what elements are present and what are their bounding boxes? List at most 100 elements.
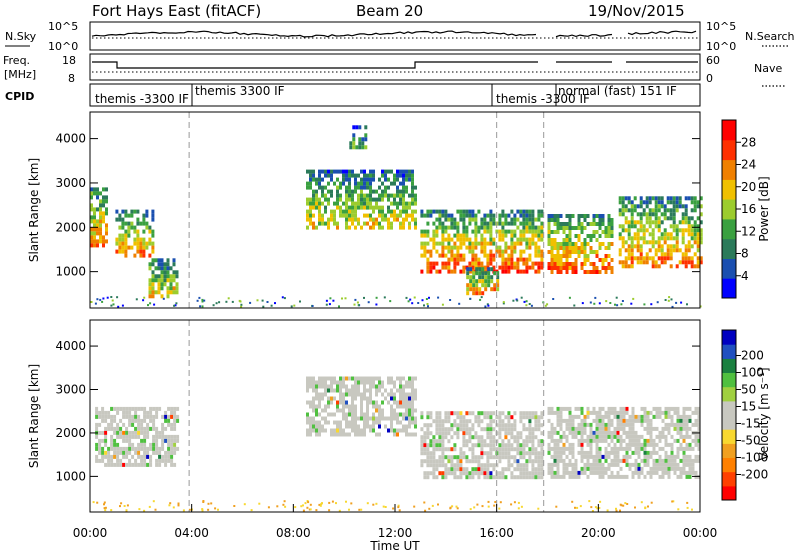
power-cell	[480, 217, 484, 222]
velocity-cell	[134, 426, 138, 431]
velocity-cell	[628, 418, 632, 423]
velocity-cell	[595, 442, 599, 447]
power-cell	[130, 245, 134, 250]
velocity-cell	[604, 426, 608, 431]
velocity-cell	[465, 431, 469, 436]
power-cell	[681, 204, 685, 209]
velocity-cell	[528, 451, 532, 456]
velocity-cell	[697, 426, 701, 431]
power-cell	[528, 303, 531, 305]
velocity-cell	[378, 380, 381, 385]
power-cell	[553, 242, 557, 246]
power-cell	[127, 233, 131, 238]
velocity-colorbar-swatch	[722, 386, 736, 402]
power-cell	[495, 249, 499, 254]
velocity-cell	[312, 404, 315, 409]
velocity-cell	[492, 427, 496, 432]
power-cell	[351, 193, 354, 198]
velocity-cell	[655, 434, 659, 439]
power-cell	[633, 196, 637, 201]
velocity-cell	[510, 471, 514, 476]
velocity-cell	[450, 447, 454, 452]
velocity-cell	[619, 426, 623, 431]
power-cell	[469, 283, 473, 288]
power-cell	[160, 258, 164, 263]
velocity-cell	[661, 474, 665, 479]
velocity-cell	[513, 427, 517, 432]
power-cell	[99, 227, 102, 232]
colorbar-tick-label: 16	[741, 202, 756, 216]
velocity-cell	[471, 447, 475, 452]
velocity-cell	[537, 459, 541, 464]
velocity-cell	[547, 410, 551, 415]
power-cell	[645, 196, 649, 201]
velocity-cell	[453, 443, 457, 448]
power-cell	[621, 208, 625, 213]
power-cell	[139, 249, 143, 254]
power-cell	[654, 240, 658, 245]
velocity-cell	[661, 466, 665, 471]
power-cell	[492, 253, 496, 258]
power-cell	[684, 216, 688, 221]
velocity-cell	[553, 470, 557, 475]
velocity-cell	[345, 500, 347, 503]
velocity-cell	[408, 376, 411, 381]
power-cell	[124, 245, 128, 250]
velocity-cell	[119, 426, 123, 431]
power-cell	[399, 213, 402, 218]
power-cell	[306, 209, 309, 214]
power-cell	[423, 229, 427, 234]
power-cell	[604, 254, 608, 258]
velocity-cell	[402, 384, 405, 389]
power-cell	[390, 181, 393, 186]
power-cell	[364, 125, 368, 130]
velocity-cell	[396, 432, 399, 437]
velocity-cell	[565, 466, 569, 471]
velocity-cell	[134, 450, 138, 455]
power-cell	[105, 227, 108, 232]
velocity-cell	[143, 434, 147, 439]
power-cell	[666, 256, 670, 261]
power-cell	[163, 274, 167, 279]
velocity-cell	[607, 422, 611, 427]
power-cell	[358, 137, 362, 142]
power-cell	[663, 212, 667, 217]
power-cell	[672, 244, 676, 249]
power-cell	[574, 266, 578, 270]
velocity-cell	[477, 443, 481, 448]
velocity-cell	[565, 406, 569, 411]
power-cell	[169, 290, 173, 295]
velocity-cell	[498, 443, 502, 448]
velocity-cell	[170, 410, 174, 415]
velocity-cell	[167, 418, 171, 423]
power-cell	[342, 209, 345, 214]
power-cell	[387, 185, 390, 190]
velocity-cell	[170, 454, 174, 459]
velocity-cell	[556, 438, 560, 443]
power-cell	[366, 193, 369, 198]
power-cell	[471, 265, 475, 270]
power-cell	[504, 221, 508, 226]
velocity-cell	[131, 446, 135, 451]
velocity-cell	[336, 424, 339, 429]
power-cell	[399, 197, 402, 202]
power-cell	[399, 173, 402, 178]
power-cell	[212, 304, 215, 307]
power-cell	[166, 278, 170, 283]
power-cell	[367, 301, 370, 304]
velocity-cell	[369, 400, 372, 405]
velocity-cell	[631, 430, 635, 435]
power-cell	[610, 270, 614, 274]
power-cell	[607, 218, 611, 222]
velocity-cell	[643, 414, 647, 419]
power-cell	[405, 169, 408, 174]
velocity-cell	[501, 455, 505, 460]
power-cell	[142, 245, 146, 250]
power-cell	[381, 169, 384, 174]
power-cell	[169, 282, 173, 287]
velocity-cell	[149, 454, 153, 459]
velocity-cell	[625, 430, 629, 435]
velocity-cell	[580, 442, 584, 447]
velocity-cell	[170, 462, 174, 467]
power-cell	[333, 201, 336, 206]
